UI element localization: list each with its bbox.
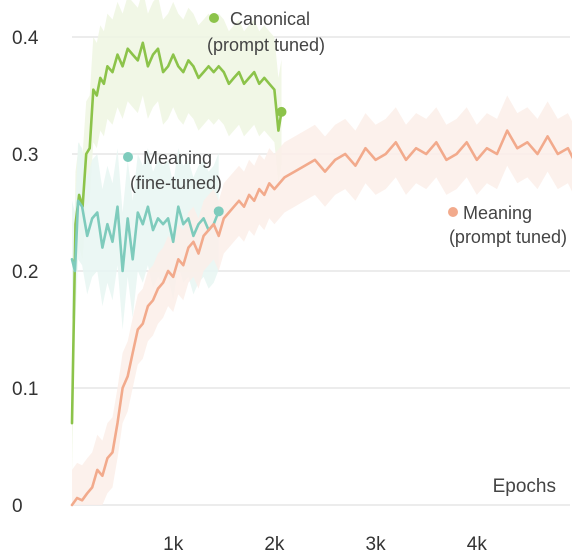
meaning_pt-legend-dot <box>448 207 458 217</box>
canonical-end-point <box>276 106 287 117</box>
canonical-legend-dot <box>209 13 219 23</box>
confidence-bands <box>72 0 572 505</box>
x-tick-label-3: 4k <box>467 534 488 553</box>
meaning_ft-label-line-2: (fine-tuned) <box>130 173 222 193</box>
meaning_pt-label-line-1: Meaning <box>463 203 532 223</box>
meaning_ft-legend-dot <box>123 152 133 162</box>
y-tick-label-4: 0.4 <box>12 28 39 49</box>
meaning_pt-label-line-2: (prompt tuned) <box>449 227 567 247</box>
meaning_ft-line <box>70 199 220 273</box>
canonical-label-line-1: Canonical <box>230 9 310 29</box>
canonical-label-line-2: (prompt tuned) <box>207 35 325 55</box>
meaning_pt-line <box>70 129 572 507</box>
x-tick-label-1: 2k <box>264 534 285 553</box>
meaning_pt-band <box>72 95 572 505</box>
y-tick-label-0: 0 <box>12 496 23 517</box>
y-tick-label-2: 0.2 <box>12 262 38 283</box>
tick-labels: 0 0.1 0.2 0.3 0.4 1k 2k 3k 4k <box>12 28 487 553</box>
x-axis-title: Epochs <box>493 476 556 497</box>
meaning_ft-label-line-1: Meaning <box>143 148 212 168</box>
series-lines <box>70 41 572 507</box>
x-tick-label-0: 1k <box>163 534 184 553</box>
meaning_ft-band <box>72 142 219 330</box>
y-tick-label-1: 0.1 <box>12 379 38 400</box>
canonical-line <box>70 41 283 425</box>
canonical-band <box>72 0 282 476</box>
y-tick-label-3: 0.3 <box>12 145 38 166</box>
meaning_ft-end-point <box>213 206 224 217</box>
series-labels: Canonical (prompt tuned) Meaning (fine-tune… <box>123 9 567 247</box>
x-tick-label-2: 3k <box>366 534 387 553</box>
